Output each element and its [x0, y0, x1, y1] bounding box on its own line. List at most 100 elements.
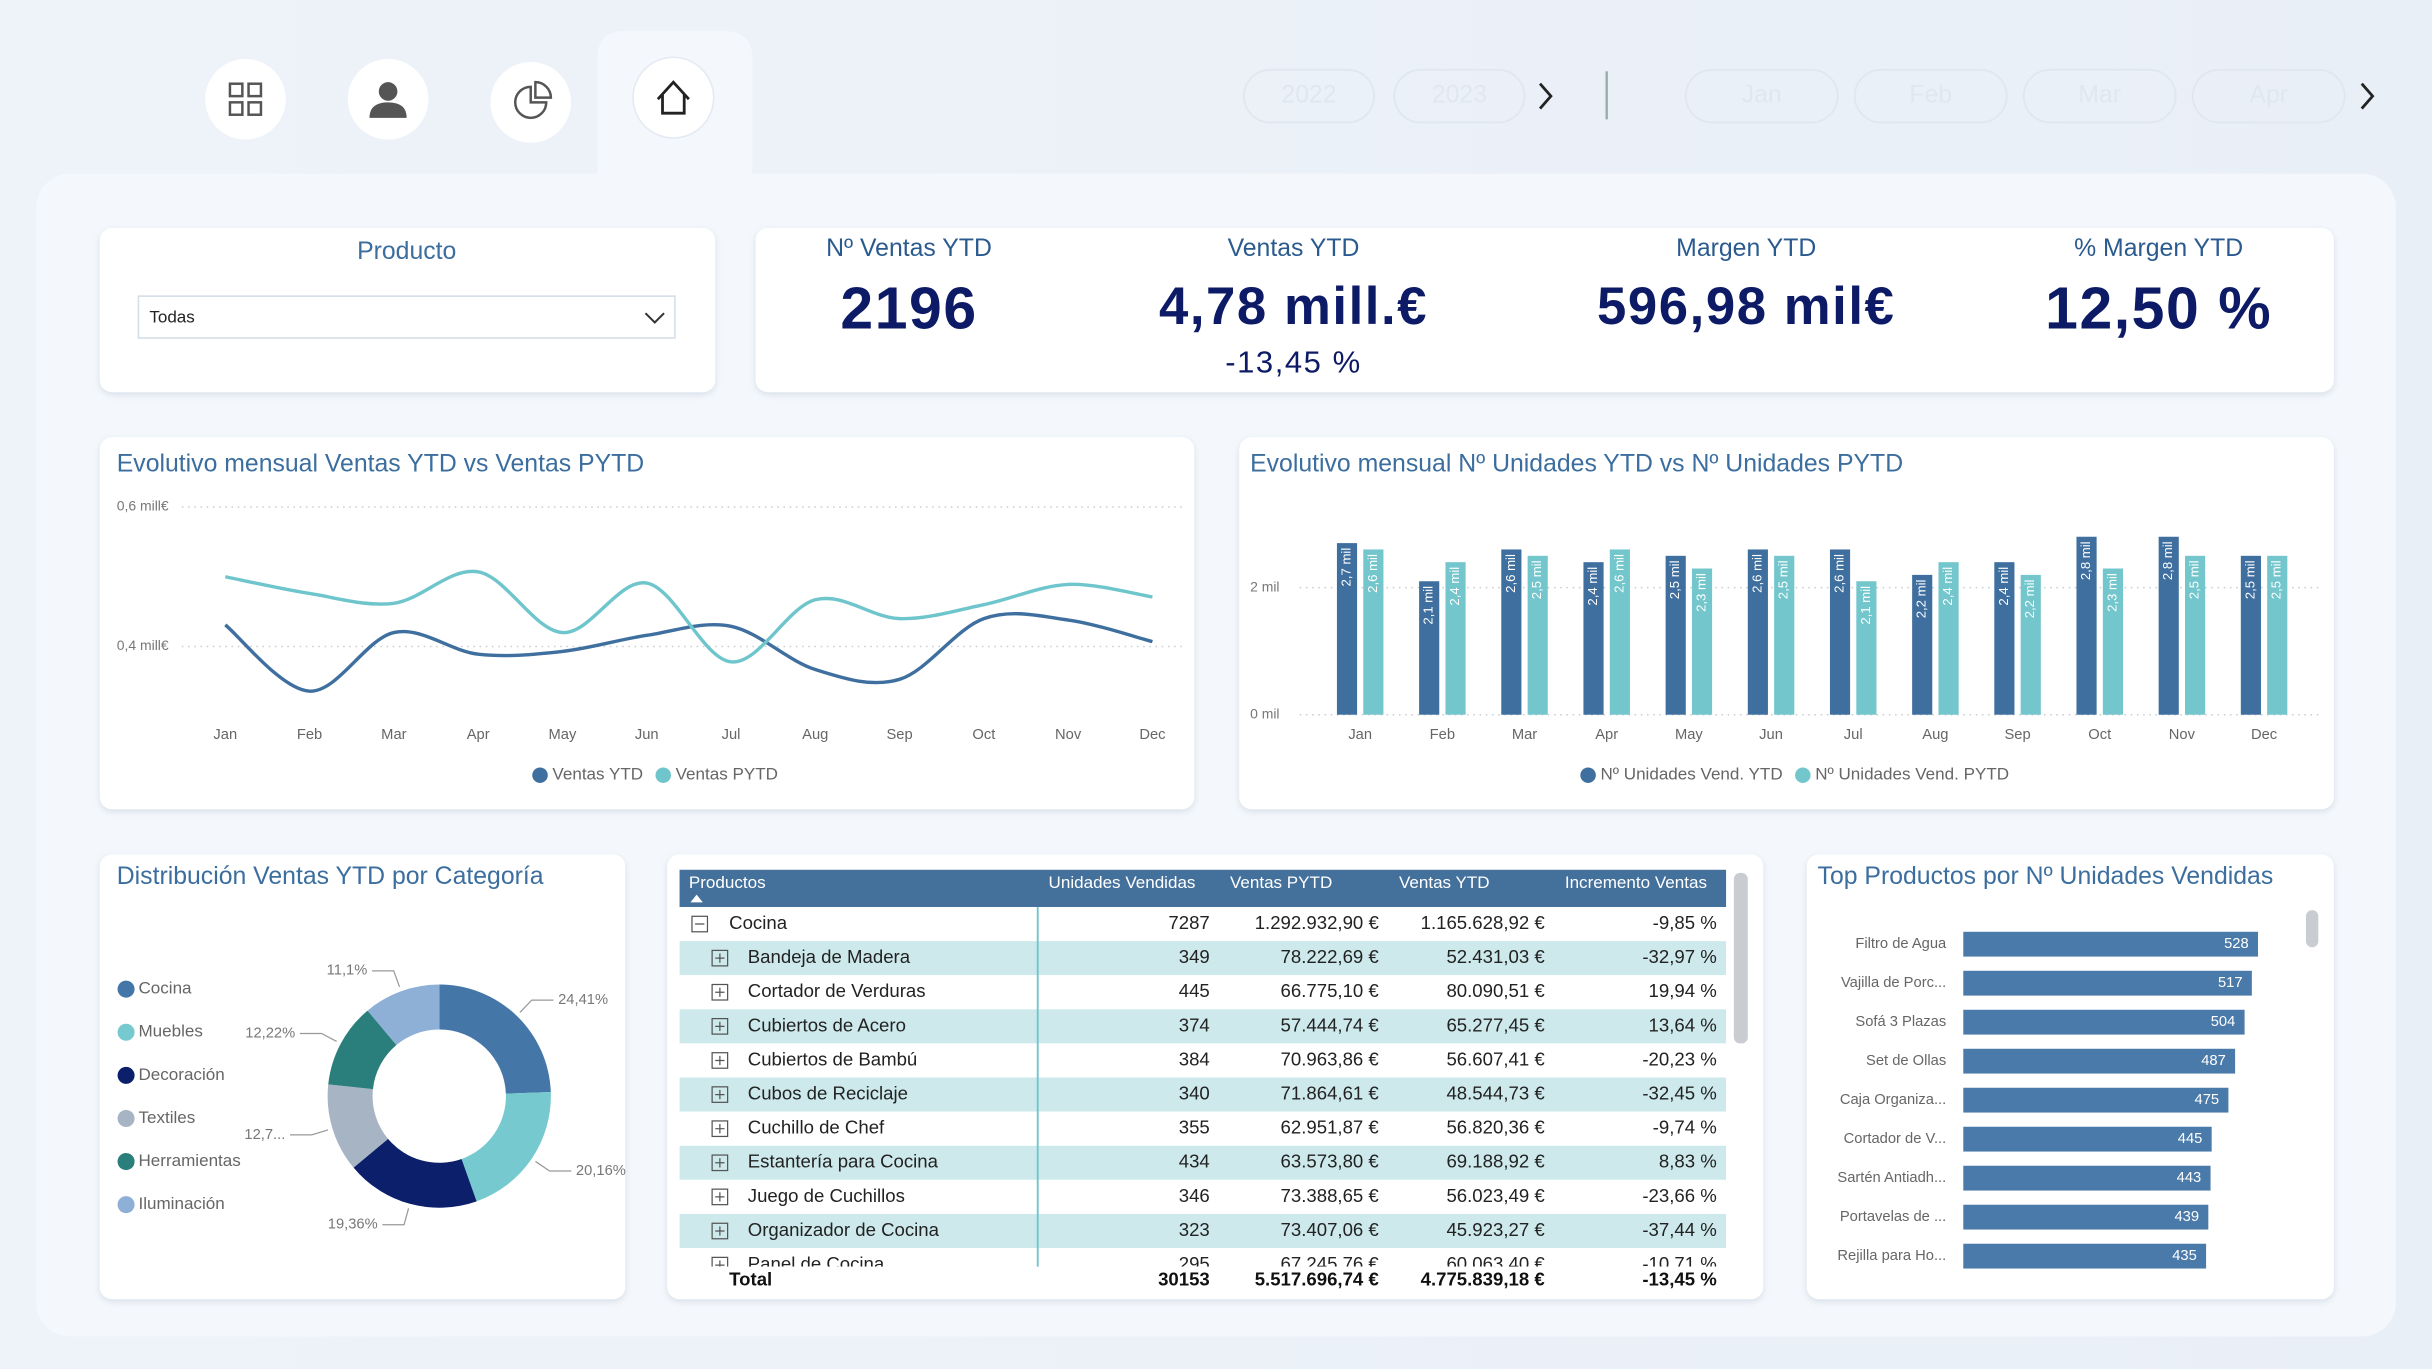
slice-label: 20,16% [576, 1163, 626, 1179]
cell-value: 346 [1179, 1185, 1210, 1206]
year-pill[interactable] [1393, 68, 1526, 124]
bar [1963, 1204, 2209, 1230]
y-tick-label: Cortador de V... [1844, 1131, 1947, 1147]
y-tick-label: Sofá 3 Plazas [1855, 1014, 1946, 1030]
cell-value: 374 [1179, 1014, 1210, 1035]
cell-value: 60.063,40 € [1446, 1253, 1545, 1274]
chart-title: Top Productos por Nº Unidades Vendidas [1818, 863, 2274, 890]
row-background [679, 1009, 1727, 1044]
row-label: Bandeja de Madera [748, 946, 911, 967]
bar-value-label: 517 [2218, 975, 2243, 991]
bar [1445, 562, 1466, 715]
x-tick-label: Apr [1595, 727, 1618, 743]
cell-value: -32,45 % [1642, 1082, 1716, 1103]
scrollbar[interactable] [1733, 872, 1748, 1044]
month-pill[interactable] [1684, 68, 1839, 124]
row-label: Cocina [729, 912, 788, 933]
kpi-value: 12,50 % [2045, 277, 2272, 342]
donut-slice [353, 1138, 477, 1208]
x-tick-label: Jul [722, 727, 741, 743]
nav-grid-button[interactable] [205, 58, 286, 140]
bar-value-label: 435 [2172, 1248, 2197, 1264]
month-pill[interactable] [2022, 68, 2177, 124]
cell-value: 445 [1179, 980, 1210, 1001]
legend-marker [1795, 767, 1811, 783]
bar-value-label: 2,4 mil [1996, 567, 2011, 606]
bar [1963, 1048, 2236, 1074]
legend-label: Ventas YTD [552, 765, 643, 784]
nav-home-button[interactable] [632, 56, 715, 139]
year-pill[interactable] [1242, 68, 1376, 124]
leader-line [371, 970, 401, 988]
cell-value: 434 [1179, 1151, 1210, 1172]
cell-value: -37,44 % [1642, 1219, 1716, 1240]
bar-value-label: 2,4 mil [1940, 567, 1955, 606]
slice-label: 12,7... [244, 1127, 285, 1143]
dropdown-value: Todas [149, 307, 195, 326]
bar-value-label: 2,2 mil [1914, 579, 1929, 618]
cell-value: 56.607,41 € [1446, 1048, 1545, 1069]
row-background [679, 1111, 1727, 1146]
legend-label: Nº Unidades Vend. PYTD [1815, 765, 2009, 784]
nav-home-group [205, 56, 715, 143]
bar [2184, 555, 2206, 715]
cell-value: 63.573,80 € [1281, 1151, 1380, 1172]
bar-value-label: 2,2 mil [2022, 579, 2037, 618]
chart-title: Evolutivo mensual Nº Unidades YTD vs Nº … [1250, 451, 1903, 478]
donut-slice [461, 1091, 551, 1202]
cell-value: 65.277,45 € [1446, 1014, 1545, 1035]
donut-slice [367, 984, 440, 1046]
bar-value-label: 2,1 mil [1858, 586, 1873, 625]
expand-box [711, 1086, 729, 1103]
cell-value: 8,83 % [1659, 1151, 1717, 1172]
column-header: Unidades Vendidas [1049, 873, 1196, 892]
expand-box [711, 1188, 729, 1206]
month-pill[interactable] [1853, 68, 2008, 124]
bar-value-label: 2,4 mil [1585, 567, 1600, 606]
row-background [679, 1077, 1727, 1112]
dropdown[interactable] [137, 295, 676, 339]
row-label: Estantería para Cocina [748, 1151, 939, 1172]
cell-value: -9,74 % [1653, 1117, 1717, 1138]
next-arrow[interactable] [1538, 82, 1553, 110]
cell-value: -20,23 % [1642, 1048, 1716, 1069]
cell-value: -9,85 % [1653, 912, 1717, 933]
leader-line [519, 999, 554, 1013]
cell-value: 57.444,74 € [1281, 1014, 1380, 1035]
slice-label: 24,41% [558, 992, 608, 1008]
bar [1963, 970, 2252, 996]
y-tick-label: 0 mil [1250, 705, 1279, 721]
cell-value: 323 [1179, 1219, 1210, 1240]
total-value: 30153 [1158, 1269, 1210, 1290]
period-slicers: 2022 2023 Jan Feb Mar Apr [1242, 68, 2375, 124]
bar-value-label: 2,5 mil [1529, 560, 1544, 599]
kpi-label: Margen YTD [1676, 235, 1816, 262]
bar [2267, 555, 2288, 715]
legend-marker [117, 980, 135, 998]
cell-value: 67.245,76 € [1281, 1253, 1380, 1274]
leader-line [382, 1208, 410, 1226]
month-pill[interactable] [2191, 68, 2346, 124]
x-tick-label: Feb [1430, 727, 1455, 743]
x-tick-label: Dec [2251, 727, 2277, 743]
bar-value-label: 2,5 mil [1776, 560, 1791, 599]
row-label: Cubiertos de Acero [748, 1014, 906, 1035]
bar-value-label: 2,1 mil [1421, 586, 1436, 625]
bar-value-label: 2,5 mil [2187, 560, 2202, 599]
bar [1747, 549, 1768, 715]
x-tick-label: May [1675, 727, 1703, 743]
slice-label: 12,22% [245, 1025, 295, 1041]
legend-marker [1580, 767, 1596, 783]
line-series [224, 612, 1153, 693]
legend-label: Muebles [138, 1022, 202, 1041]
expand-box [711, 1222, 729, 1240]
total-background [679, 1266, 1727, 1294]
y-tick-label: Caja Organiza... [1840, 1092, 1946, 1108]
scrollbar[interactable] [2305, 910, 2319, 948]
bar-value-label: 2,6 mil [1611, 554, 1626, 593]
bar [2158, 536, 2179, 715]
bar [2020, 574, 2041, 715]
next-arrow[interactable] [2360, 82, 2375, 110]
column-header: Ventas PYTD [1230, 873, 1332, 892]
